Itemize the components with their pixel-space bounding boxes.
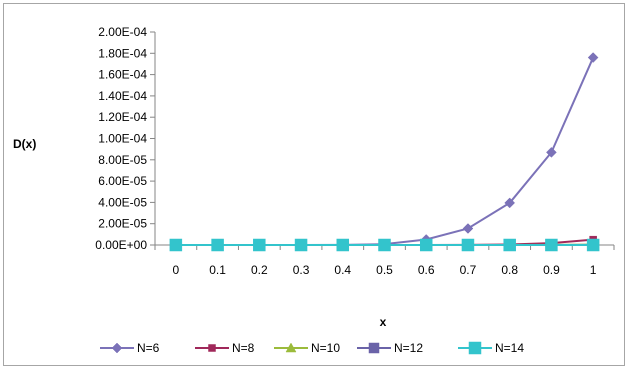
y-tick-label: 4.00E-05	[98, 195, 147, 209]
legend-marker	[469, 342, 481, 354]
legend-label: N=14	[495, 341, 524, 355]
x-tick-label: 0.7	[460, 263, 477, 277]
y-tick-label: 0.00E+00	[95, 238, 147, 252]
y-tick-label: 1.20E-04	[98, 110, 147, 124]
data-point	[295, 239, 307, 251]
data-point	[420, 239, 432, 251]
legend-marker	[369, 343, 379, 353]
chart-border	[4, 4, 625, 366]
x-tick-label: 0.6	[418, 263, 435, 277]
x-tick-label: 0.4	[334, 263, 351, 277]
y-tick-label: 1.60E-04	[98, 68, 147, 82]
x-axis-title: x	[380, 315, 387, 329]
x-tick-label: 0.8	[501, 263, 518, 277]
data-point	[170, 239, 182, 251]
legend-marker	[209, 345, 216, 352]
x-tick-label: 0.2	[251, 263, 268, 277]
y-axis-title: D(x)	[13, 137, 36, 151]
legend-label: N=12	[394, 341, 423, 355]
x-tick-label: 0.5	[376, 263, 393, 277]
y-tick-label: 1.80E-04	[98, 46, 147, 60]
data-point	[545, 239, 557, 251]
data-point	[587, 239, 599, 251]
y-tick-label: 6.00E-05	[98, 174, 147, 188]
x-tick-label: 0.3	[293, 263, 310, 277]
x-tick-label: 0	[173, 263, 180, 277]
y-tick-label: 2.00E-04	[98, 25, 147, 39]
x-tick-label: 0.1	[209, 263, 226, 277]
data-point	[253, 239, 265, 251]
data-point	[504, 239, 516, 251]
y-tick-label: 2.00E-05	[98, 217, 147, 231]
y-tick-label: 8.00E-05	[98, 153, 147, 167]
legend-label: N=6	[137, 341, 160, 355]
data-point	[212, 239, 224, 251]
x-tick-label: 1	[590, 263, 597, 277]
data-point	[462, 239, 474, 251]
data-point	[337, 239, 349, 251]
legend-label: N=10	[311, 341, 340, 355]
y-tick-label: 1.40E-04	[98, 89, 147, 103]
legend-label: N=8	[232, 341, 255, 355]
x-tick-label: 0.9	[543, 263, 560, 277]
y-tick-label: 1.00E-04	[98, 132, 147, 146]
data-point	[379, 239, 391, 251]
